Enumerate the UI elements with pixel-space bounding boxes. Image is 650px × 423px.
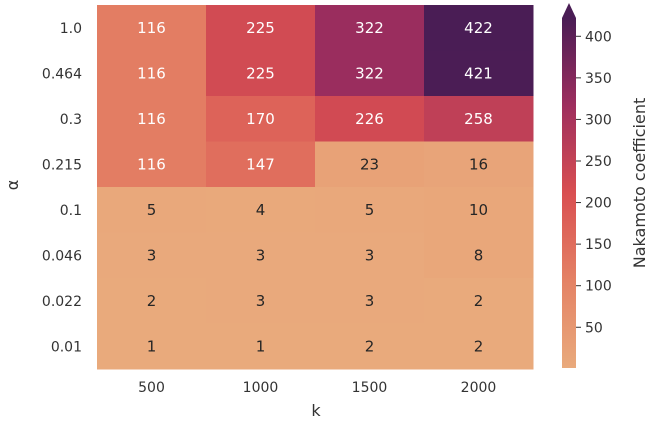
y-tick-label: 0.1: [60, 203, 82, 219]
heatmap-cell: [424, 5, 534, 51]
heatmap-cell: [206, 50, 316, 97]
heatmap-cell-label: 225: [246, 19, 275, 37]
heatmap-cell-label: 4: [256, 201, 266, 219]
heatmap-cell-label: 3: [365, 292, 375, 310]
heatmap-cell: [424, 323, 534, 370]
heatmap-cell: [97, 141, 207, 188]
heatmap-cell: [315, 323, 425, 370]
heatmap-cell: [97, 232, 207, 279]
colorbar-ticks: 50 100 150 200 250 300 350 400: [576, 29, 612, 336]
heatmap-cell: [97, 96, 207, 142]
colorbar-tick-label: 150: [585, 237, 612, 253]
heatmap-cell-label: 225: [246, 64, 275, 82]
colorbar: 50 100 150 200 250 300 350 400: [562, 3, 612, 368]
heatmap-cell: [206, 5, 316, 51]
x-tick-label: 1000: [243, 380, 279, 396]
heatmap-cell-label: 2: [365, 337, 375, 355]
heatmap-cell: [206, 232, 316, 279]
heatmap-cell: [315, 232, 425, 279]
heatmap-cell: [97, 5, 207, 51]
y-tick-label: 0.215: [42, 157, 82, 173]
heatmap-cell: [206, 96, 316, 142]
heatmap-cell-label: 2: [474, 337, 484, 355]
heatmap-cell: [206, 141, 316, 188]
heatmap-cell-label: 5: [365, 201, 375, 219]
heatmap-cell-label: 3: [365, 246, 375, 264]
colorbar-label: Nakamoto coefficient: [630, 98, 649, 268]
heatmap-cell-label: 1: [256, 337, 266, 355]
colorbar-tick-label: 50: [585, 320, 603, 336]
heatmap-cell: [97, 50, 207, 97]
heatmap-cell-label: 116: [137, 110, 166, 128]
heatmap-cell-label: 16: [469, 155, 488, 173]
y-tick-label: 0.3: [60, 112, 82, 128]
heatmap-cell: [424, 278, 534, 324]
heatmap-cell-label: 116: [137, 155, 166, 173]
heatmap-cell-label: 226: [355, 110, 384, 128]
y-tick-label: 0.022: [42, 294, 82, 310]
y-tick-label: 0.464: [42, 66, 82, 82]
heatmap-cell-label: 147: [246, 155, 275, 173]
heatmap-cell: [315, 278, 425, 324]
heatmap-cell-label: 322: [355, 19, 384, 37]
heatmap-cell-label: 23: [360, 155, 379, 173]
colorbar-tick-label: 400: [585, 29, 612, 45]
heatmap-cell-label: 170: [246, 110, 275, 128]
x-tick-labels: 500 1000 1500 2000: [138, 380, 496, 396]
heatmap-cell: [206, 323, 316, 370]
heatmap-cell: [97, 187, 207, 233]
x-axis-label: k: [311, 401, 321, 420]
heatmap-cell: [315, 96, 425, 142]
heatmap-cell: [424, 187, 534, 233]
heatmap-cell: [97, 323, 207, 370]
heatmap-cell: [424, 141, 534, 188]
x-tick-label: 1500: [352, 380, 388, 396]
heatmap-cell-label: 3: [147, 246, 157, 264]
heatmap-cell: [315, 5, 425, 51]
heatmap-cell-label: 421: [464, 64, 493, 82]
heatmap-cell-label: 322: [355, 64, 384, 82]
x-tick-label: 2000: [461, 380, 497, 396]
colorbar-tick-label: 300: [585, 112, 612, 128]
heatmap-cell-label: 8: [474, 246, 484, 264]
y-tick-label: 0.046: [42, 248, 82, 264]
heatmap-cell-label: 116: [137, 64, 166, 82]
heatmap-cell-label: 422: [464, 19, 493, 37]
heatmap-cell-label: 2: [147, 292, 157, 310]
heatmap-cell-label: 10: [469, 201, 488, 219]
heatmap-cell-label: 258: [464, 110, 493, 128]
heatmap-cell: [206, 278, 316, 324]
heatmap-cell: [315, 187, 425, 233]
heatmap-cell: [97, 278, 207, 324]
heatmap-cell: [424, 50, 534, 97]
heatmap-cell: [206, 187, 316, 233]
colorbar-gradient: [562, 18, 576, 368]
heatmap-cell: [315, 141, 425, 188]
heatmap-cell: [424, 232, 534, 279]
y-tick-label: 0.01: [51, 339, 82, 355]
heatmap-cells: [97, 5, 534, 370]
colorbar-tick-label: 100: [585, 279, 612, 295]
y-tick-label: 1.0: [60, 21, 82, 37]
y-axis-label: α: [3, 180, 22, 191]
colorbar-tick-label: 200: [585, 196, 612, 212]
colorbar-tick-label: 250: [585, 154, 612, 170]
colorbar-extend-arrow: [562, 3, 576, 18]
heatmap-cell-label: 5: [147, 201, 157, 219]
heatmap-cell: [424, 96, 534, 142]
heatmap-cell-label: 116: [137, 19, 166, 37]
y-tick-labels: 1.0 0.464 0.3 0.215 0.1 0.046 0.022 0.01: [42, 21, 82, 356]
heatmap-cell-label: 1: [147, 337, 157, 355]
colorbar-tick-label: 350: [585, 71, 612, 87]
heatmap-cell-label: 3: [256, 246, 266, 264]
x-tick-label: 500: [138, 380, 165, 396]
heatmap-cell-label: 2: [474, 292, 484, 310]
heatmap-cell-label: 3: [256, 292, 266, 310]
heatmap-cell: [315, 50, 425, 97]
